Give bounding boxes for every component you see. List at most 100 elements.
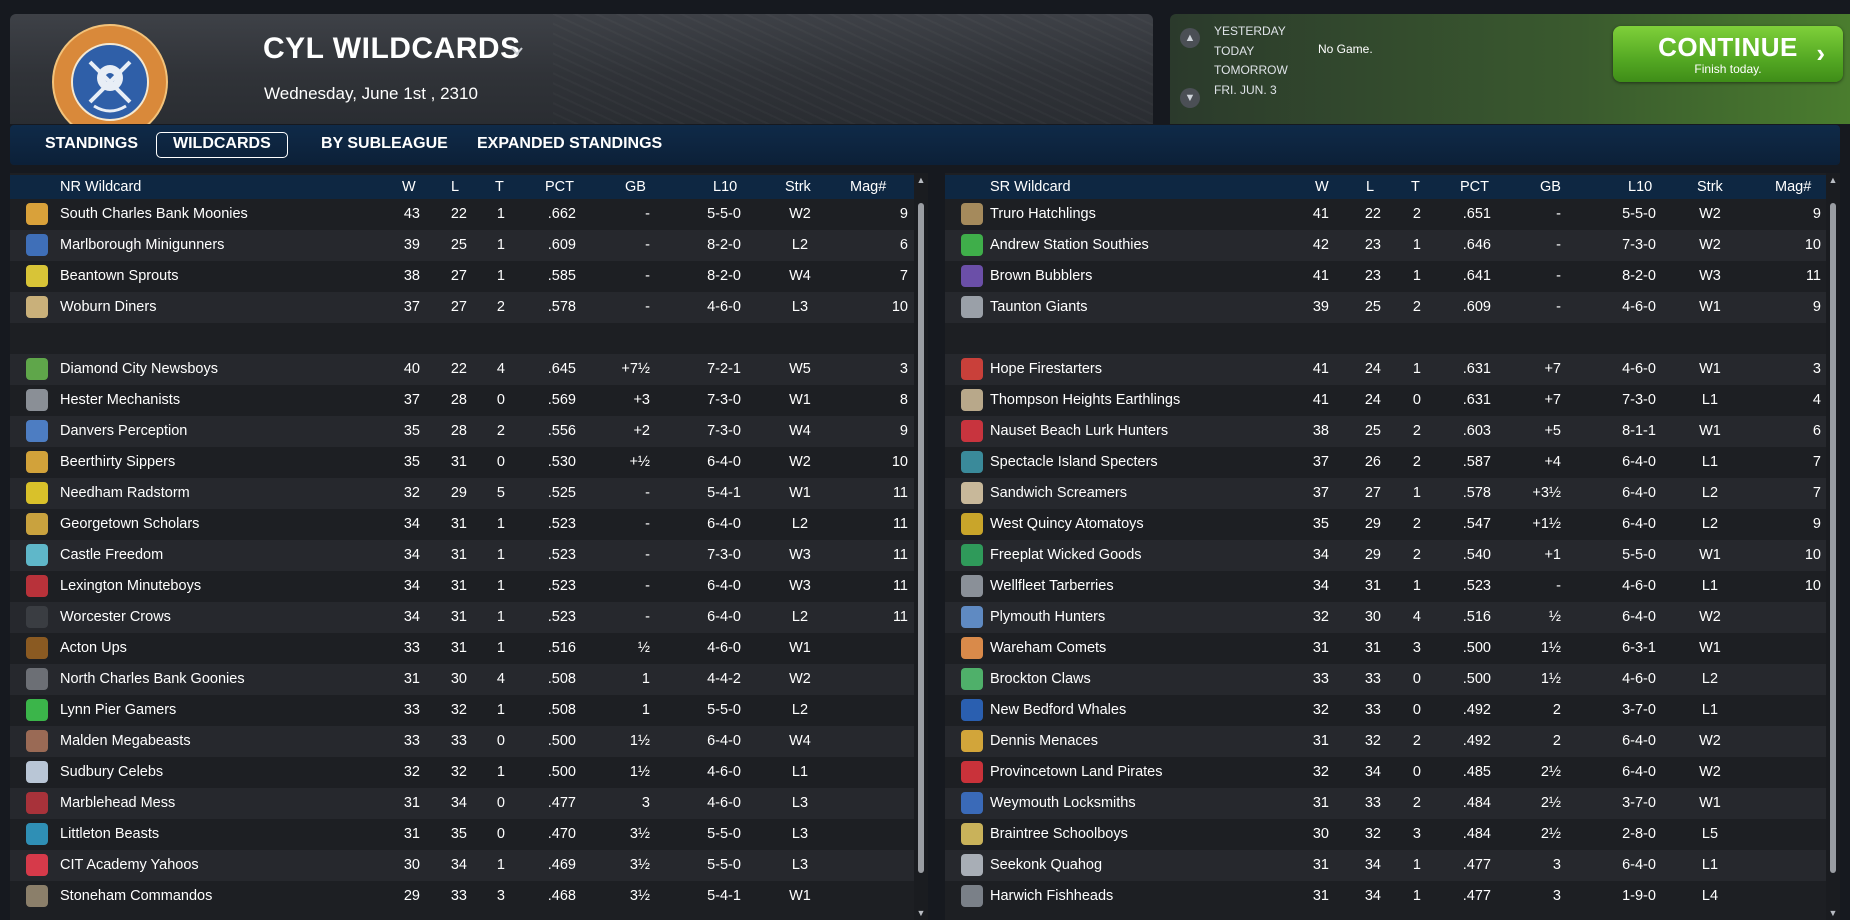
team-name-link[interactable]: Weymouth Locksmiths xyxy=(990,795,1136,811)
team-name-link[interactable]: Worcester Crows xyxy=(60,609,171,625)
team-name-link[interactable]: Brown Bubblers xyxy=(990,268,1093,284)
col-header-l10[interactable]: L10 xyxy=(1628,179,1653,195)
table-row[interactable]: Marblehead Mess 31 34 0 .477 3 4-6-0 L3 xyxy=(10,788,914,819)
team-name-link[interactable]: Andrew Station Southies xyxy=(990,237,1149,253)
table-row[interactable]: Hope Firestarters 41 24 1 .631 +7 4-6-0 W1 3 xyxy=(945,354,1826,385)
team-name-link[interactable]: Acton Ups xyxy=(60,640,127,656)
table-row[interactable]: New Bedford Whales 32 33 0 .492 2 3-7-0 L1 xyxy=(945,695,1826,726)
col-header-l[interactable]: L xyxy=(1366,179,1375,195)
team-name-link[interactable]: Freeplat Wicked Goods xyxy=(990,547,1142,563)
scroll-down-icon[interactable]: ▼ xyxy=(1828,908,1838,918)
day-tomorrow[interactable]: TOMORROW xyxy=(1214,63,1288,77)
table-row[interactable]: Brockton Claws 33 33 0 .500 1½ 4-6-0 L2 xyxy=(945,664,1826,695)
col-header-pct[interactable]: PCT xyxy=(545,179,574,195)
scroll-up-icon[interactable]: ▲ xyxy=(1828,175,1838,185)
table-row[interactable]: Sandwich Screamers 37 27 1 .578 +3½ 6-4-0 L2 7 xyxy=(945,478,1826,509)
team-name-link[interactable]: Wareham Comets xyxy=(990,640,1107,656)
col-header-strk[interactable]: Strk xyxy=(1697,179,1723,195)
team-name-link[interactable]: Harwich Fishheads xyxy=(990,888,1114,904)
tab-expanded-standings[interactable]: EXPANDED STANDINGS xyxy=(477,135,663,152)
team-name-link[interactable]: Dennis Menaces xyxy=(990,733,1098,749)
team-name-link[interactable]: Thompson Heights Earthlings xyxy=(990,392,1181,408)
table-row[interactable]: West Quincy Atomatoys 35 29 2 .547 +1½ 6-4-0 L2… xyxy=(945,509,1826,540)
team-name-link[interactable]: Braintree Schoolboys xyxy=(990,826,1128,842)
table-row[interactable]: Andrew Station Southies 42 23 1 .646 - 7-3-0 W2… xyxy=(945,230,1826,261)
team-name-link[interactable]: Nauset Beach Lurk Hunters xyxy=(990,423,1169,439)
team-name-link[interactable]: Sandwich Screamers xyxy=(990,485,1127,501)
table-row[interactable]: CIT Academy Yahoos 30 34 1 .469 3½ 5-5-0 L3 xyxy=(10,850,914,881)
team-name-link[interactable]: Sudbury Celebs xyxy=(60,764,164,780)
table-row[interactable]: South Charles Bank Moonies 43 22 1 .662 - 5-5-… xyxy=(10,199,914,230)
table-row[interactable]: Hester Mechanists 37 28 0 .569 +3 7-3-0 W1 8 xyxy=(10,385,914,416)
table-row[interactable]: Weymouth Locksmiths 31 33 2 .484 2½ 3-7-0 W1 xyxy=(945,788,1826,819)
scroll-up-icon[interactable]: ▲ xyxy=(916,175,926,185)
table-row[interactable]: Beantown Sprouts 38 27 1 .585 - 8-2-0 W4 7 xyxy=(10,261,914,292)
table-row[interactable]: Marlborough Minigunners 39 25 1 .609 - 8-2-0 L2… xyxy=(10,230,914,261)
table-row[interactable]: Wellfleet Tarberries 34 31 1 .523 - 4-6-0 L1 10 xyxy=(945,571,1826,602)
team-name-link[interactable]: Lynn Pier Gamers xyxy=(60,702,177,718)
table-row[interactable]: Woburn Diners 37 27 2 .578 - 4-6-0 L3 10 xyxy=(10,292,914,323)
tab-by-subleague[interactable]: BY SUBLEAGUE xyxy=(321,135,448,152)
team-name-link[interactable]: Marblehead Mess xyxy=(60,795,176,811)
table-row[interactable]: Plymouth Hunters 32 30 4 .516 ½ 6-4-0 W2 xyxy=(945,602,1826,633)
team-name-link[interactable]: Seekonk Quahog xyxy=(990,857,1103,873)
table-row[interactable]: Provincetown Land Pirates 32 34 0 .485 2½ 6-4-… xyxy=(945,757,1826,788)
table-row[interactable]: Sudbury Celebs 32 32 1 .500 1½ 4-6-0 L1 xyxy=(10,757,914,788)
col-header-pct[interactable]: PCT xyxy=(1460,179,1489,195)
table-row[interactable]: Taunton Giants 39 25 2 .609 - 4-6-0 W1 9 xyxy=(945,292,1826,323)
col-header-mag[interactable]: Mag# xyxy=(1775,179,1812,195)
scrollbar[interactable]: ▲ ▼ xyxy=(914,173,928,920)
team-name-link[interactable]: Castle Freedom xyxy=(60,547,164,563)
chevron-down-icon[interactable]: ▼ xyxy=(1180,88,1200,108)
table-row[interactable]: Freeplat Wicked Goods 34 29 2 .540 +1 5-5-0 W1 1… xyxy=(945,540,1826,571)
table-row[interactable]: Acton Ups 33 31 1 .516 ½ 4-6-0 W1 xyxy=(10,633,914,664)
team-name-link[interactable]: Malden Megabeasts xyxy=(60,733,191,749)
team-name-link[interactable]: West Quincy Atomatoys xyxy=(990,516,1144,532)
col-header-l[interactable]: L xyxy=(451,179,460,195)
team-name-link[interactable]: North Charles Bank Goonies xyxy=(60,671,245,687)
day-yesterday[interactable]: YESTERDAY xyxy=(1214,24,1286,38)
table-row[interactable]: Stoneham Commandos 29 33 3.468 3½ 5-4-1 W1 xyxy=(10,881,914,912)
team-name-link[interactable]: South Charles Bank Moonies xyxy=(60,206,248,222)
team-name-link[interactable]: Hope Firestarters xyxy=(990,361,1103,377)
table-row[interactable]: Harwich Fishheads 31 34 1 .477 3 1-9-0 L4 xyxy=(945,881,1826,912)
table-row[interactable]: Spectacle Island Specters 37 26 2 .587 +4 6-4-… xyxy=(945,447,1826,478)
scroll-down-icon[interactable]: ▼ xyxy=(916,908,926,918)
table-row[interactable]: Lexington Minuteboys 34 31 1 .523 - 6-4-0 W3 11 xyxy=(10,571,914,602)
team-name-link[interactable]: Danvers Perception xyxy=(60,423,188,439)
team-name-link[interactable]: Stoneham Commandos xyxy=(60,888,213,904)
team-name-link[interactable]: Needham Radstorm xyxy=(60,485,190,501)
day-next[interactable]: FRI. JUN. 3 xyxy=(1214,82,1277,97)
table-row[interactable]: Braintree Schoolboys 30 32 3 .484 2½ 2-8-0 L5 xyxy=(945,819,1826,850)
table-row[interactable]: Diamond City Newsboys 40 22 4 .645 +7½ 7-2-1 W5… xyxy=(10,354,914,385)
team-name-link[interactable]: Brockton Claws xyxy=(990,671,1091,687)
table-row[interactable]: Worcester Crows 34 31 1 .523 - 6-4-0 L2 11 xyxy=(10,602,914,633)
team-name-link[interactable]: Truro Hatchlings xyxy=(990,206,1096,222)
team-name-link[interactable]: CIT Academy Yahoos xyxy=(60,857,199,873)
col-header-mag[interactable]: Mag# xyxy=(850,179,887,195)
team-name-link[interactable]: Lexington Minuteboys xyxy=(60,578,202,594)
table-row[interactable]: Castle Freedom 34 31 1 .523 - 7-3-0 W3 11 xyxy=(10,540,914,571)
table-row[interactable]: Littleton Beasts 31 35 0 .470 3½ 5-5-0 L3 xyxy=(10,819,914,850)
team-name-link[interactable]: Georgetown Scholars xyxy=(60,516,200,532)
tab-standings[interactable]: STANDINGS xyxy=(45,135,139,152)
table-row[interactable]: Danvers Perception 35 28 2 .556 +2 7-3-0 W4 9 xyxy=(10,416,914,447)
col-header-w[interactable]: W xyxy=(1315,179,1329,195)
table-row[interactable]: Nauset Beach Lurk Hunters 38 25 2 .603 +5 8-1-… xyxy=(945,416,1826,447)
table-row[interactable]: Truro Hatchlings 41 22 2.651-5-5-0 W2 9 xyxy=(945,199,1826,230)
continue-button[interactable]: CONTINUE Finish today. › xyxy=(1613,26,1843,82)
table-row[interactable]: Dennis Menaces 31 32 2 .492 2 6-4-0 W2 xyxy=(945,726,1826,757)
team-name-link[interactable]: Plymouth Hunters xyxy=(990,609,1106,625)
team-name-link[interactable]: Hester Mechanists xyxy=(60,392,181,408)
tab-wildcards[interactable]: WILDCARDS xyxy=(156,132,288,158)
table-row[interactable]: Beerthirty Sippers 35 31 0 .530 +½ 6-4-0 W2 10 xyxy=(10,447,914,478)
col-header-t[interactable]: T xyxy=(1411,179,1420,195)
col-header-l10[interactable]: L10 xyxy=(713,179,738,195)
team-name-link[interactable]: Wellfleet Tarberries xyxy=(990,578,1114,594)
table-row[interactable]: Lynn Pier Gamers 33 32 1 .508 1 5-5-0 L2 xyxy=(10,695,914,726)
col-header-t[interactable]: T xyxy=(495,179,504,195)
team-name-link[interactable]: Beerthirty Sippers xyxy=(60,454,176,470)
team-name-link[interactable]: Woburn Diners xyxy=(60,299,157,315)
team-name-link[interactable]: Diamond City Newsboys xyxy=(60,361,218,377)
table-row[interactable]: Thompson Heights Earthlings 41 24 0 .631 +7 7-… xyxy=(945,385,1826,416)
